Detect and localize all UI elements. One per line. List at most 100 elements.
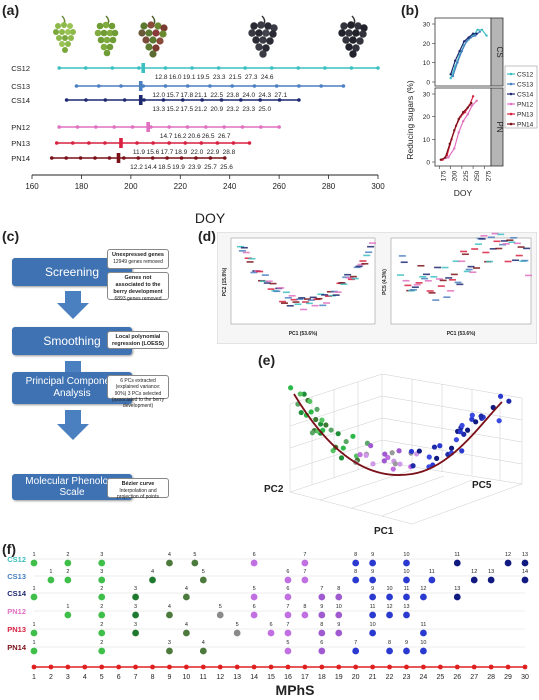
stage-number: 4 [185,622,188,628]
pca-left-label [317,293,325,296]
pca-left-label [250,271,258,274]
timeline-dot [122,98,127,102]
stage-number: 13 [403,604,409,610]
y-tick-label: 0 [426,160,430,167]
stage-number: 6 [253,604,256,610]
stage-number: 9 [371,552,374,558]
pca-left-label [359,260,367,262]
row-label: CS13 [11,82,30,91]
row-label: CS12 [11,64,30,73]
mphs-tick-label: 1 [32,674,36,681]
pca-right-label [517,246,525,248]
veraison-marker [141,63,146,73]
stage-number: 9 [405,640,408,646]
pca-3d-point [357,452,363,458]
sugar-point [471,32,475,35]
pca-left-label [261,274,269,276]
stage-dot [98,647,106,655]
pca-right-label [448,279,456,281]
pca-3d-point [328,427,334,433]
pca-right-label [415,282,423,284]
pca-left-label [300,308,308,311]
sugar-value: 18.9 [175,149,188,156]
pca-3d-point [390,466,396,472]
pca-right-label [465,268,473,271]
sugar-value: 22.5 [210,92,223,99]
pca-right-label [400,261,408,264]
stage-dot [284,647,292,655]
pca-right-label [421,277,429,280]
timeline-dot [64,156,68,160]
stage-number: 1 [32,622,35,628]
timeline-dot [208,156,213,160]
sugar-point [457,131,460,134]
veraison-marker [119,138,123,148]
pca-left-label [325,295,332,297]
mphs-tick-dot [234,664,240,670]
stage-number: 5 [286,640,289,646]
stage-number: 8 [354,569,357,575]
timeline-dot [179,156,184,160]
pca-3d-point [350,433,356,439]
pca-right-label [432,299,440,301]
mphs-tick-dot [522,664,528,670]
facet-cs-label: CS [495,46,504,57]
pca-3d-point [478,413,484,419]
axis-label-pc2: PC2 [264,484,284,495]
stage-dot [284,629,292,637]
pca-right-label [471,248,479,250]
timeline-dot [349,66,354,70]
pca-right-label [523,247,531,250]
pca-right-label [454,281,462,284]
sugar-value: 25.0 [258,106,271,113]
pca-right-label [512,259,520,262]
mphs-tick-label: 27 [470,674,478,681]
x-tick-label: 200 [452,170,459,181]
sugar-value: 25.7 [204,164,217,171]
sugar-value: 15.2 [166,106,179,113]
panel-f-axis: 1 2 3 4 5 6 7 8 9 10 11 12 13 14 15 16 17 18 19 20 21 22 23 24 2… [31,664,529,681]
pca-left-label [369,242,376,244]
pca-right-label [408,289,416,292]
pca-left-label [338,282,346,284]
mphs-tick-label: 11 [200,674,207,681]
info-screening-2: Genes not associated to the berry develo… [107,272,169,302]
stage-number: 12 [420,586,426,592]
mphs-tick-dot [505,664,511,670]
pca-left-label [294,303,302,306]
timeline-dot [204,125,208,129]
pca-3d-point [309,430,315,436]
mphs-tick-label: 24 [420,674,428,681]
pca-right-label [413,283,421,286]
stage-number: 7 [303,552,306,558]
stage-dot [284,576,292,584]
pca-3d-point [298,409,304,416]
stage-dot [284,611,292,619]
stage-number: 13 [454,586,460,592]
stage-dot [453,559,461,567]
stage-number: 12 [505,552,511,558]
stage-number: 11 [454,552,460,558]
pca-right-label [474,243,482,246]
stage-number: 8 [303,604,306,610]
y-tick-label: 20 [423,114,431,121]
timeline-dot [296,66,301,70]
stage-dot [369,611,377,619]
sugar-point [480,28,484,31]
stage-dot [301,611,309,619]
stage-dot [149,576,156,584]
mphs-tick-dot [116,664,122,670]
mphs-tick-dot [404,664,409,670]
row-label: CS14 [11,96,30,105]
sugar-value: 23.8 [226,92,239,99]
pca-right-label [469,271,477,274]
timeline-dot [70,141,75,145]
stage-number: 4 [202,640,205,646]
stage-number: 6 [286,569,289,575]
pca-right-label [493,240,501,243]
panel-label-f: (f) [2,541,16,557]
stage-number: 2 [66,569,69,575]
pca-left-label [315,297,323,300]
pca-left-label [286,304,294,307]
sugar-point [462,120,465,123]
